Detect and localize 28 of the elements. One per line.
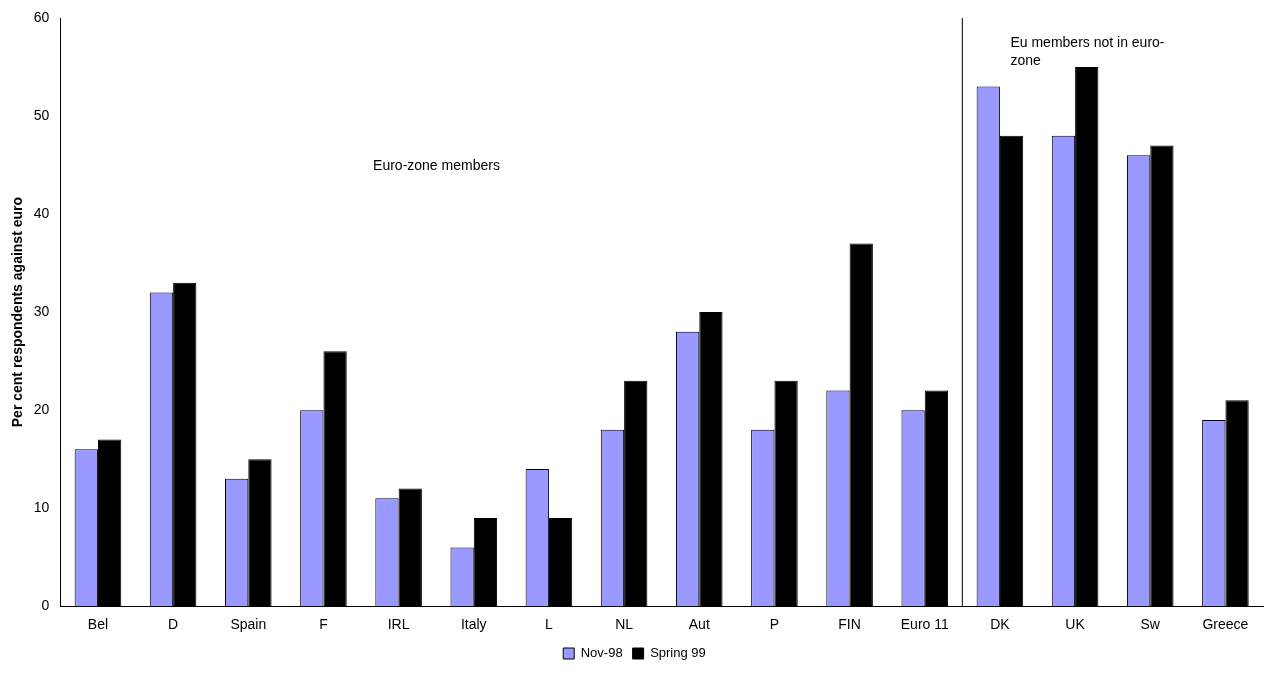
y-tick-label: 20 xyxy=(33,400,50,417)
x-tick-label: Aut xyxy=(688,616,710,633)
x-tick-label: Euro 11 xyxy=(900,616,949,633)
x-tick-label: DK xyxy=(990,616,1011,633)
x-tick-label: P xyxy=(769,616,780,633)
x-tick-label: IRL xyxy=(387,616,410,633)
x-tick-label: Spain xyxy=(230,616,267,633)
x-tick-label: D xyxy=(168,616,179,633)
y-tick-label: 40 xyxy=(33,204,50,221)
annotation: Euro-zone members xyxy=(373,157,500,174)
x-tick-label: NL xyxy=(615,616,634,633)
x-tick-label: FIN xyxy=(838,616,861,633)
x-tick-label: Italy xyxy=(460,616,487,633)
y-tick-label: 10 xyxy=(33,499,50,516)
x-tick-label: UK xyxy=(1065,616,1086,633)
legend-label: Nov-98 xyxy=(580,645,623,661)
y-tick-label: 30 xyxy=(33,302,50,319)
y-tick-label: 50 xyxy=(33,106,50,123)
y-tick-label: 0 xyxy=(41,597,50,614)
x-tick-label: L xyxy=(545,616,554,633)
x-tick-label: Bel xyxy=(87,616,109,633)
x-tick-label: Greece xyxy=(1202,616,1249,633)
y-axis-title: Per cent respondents against euro xyxy=(9,196,26,428)
legend-label: Spring 99 xyxy=(650,645,706,661)
x-tick-label: Sw xyxy=(1140,616,1161,633)
x-tick-label: F xyxy=(319,616,328,633)
y-tick-label: 60 xyxy=(33,8,50,25)
annotation: Eu members not in euro-zone xyxy=(1010,33,1165,68)
